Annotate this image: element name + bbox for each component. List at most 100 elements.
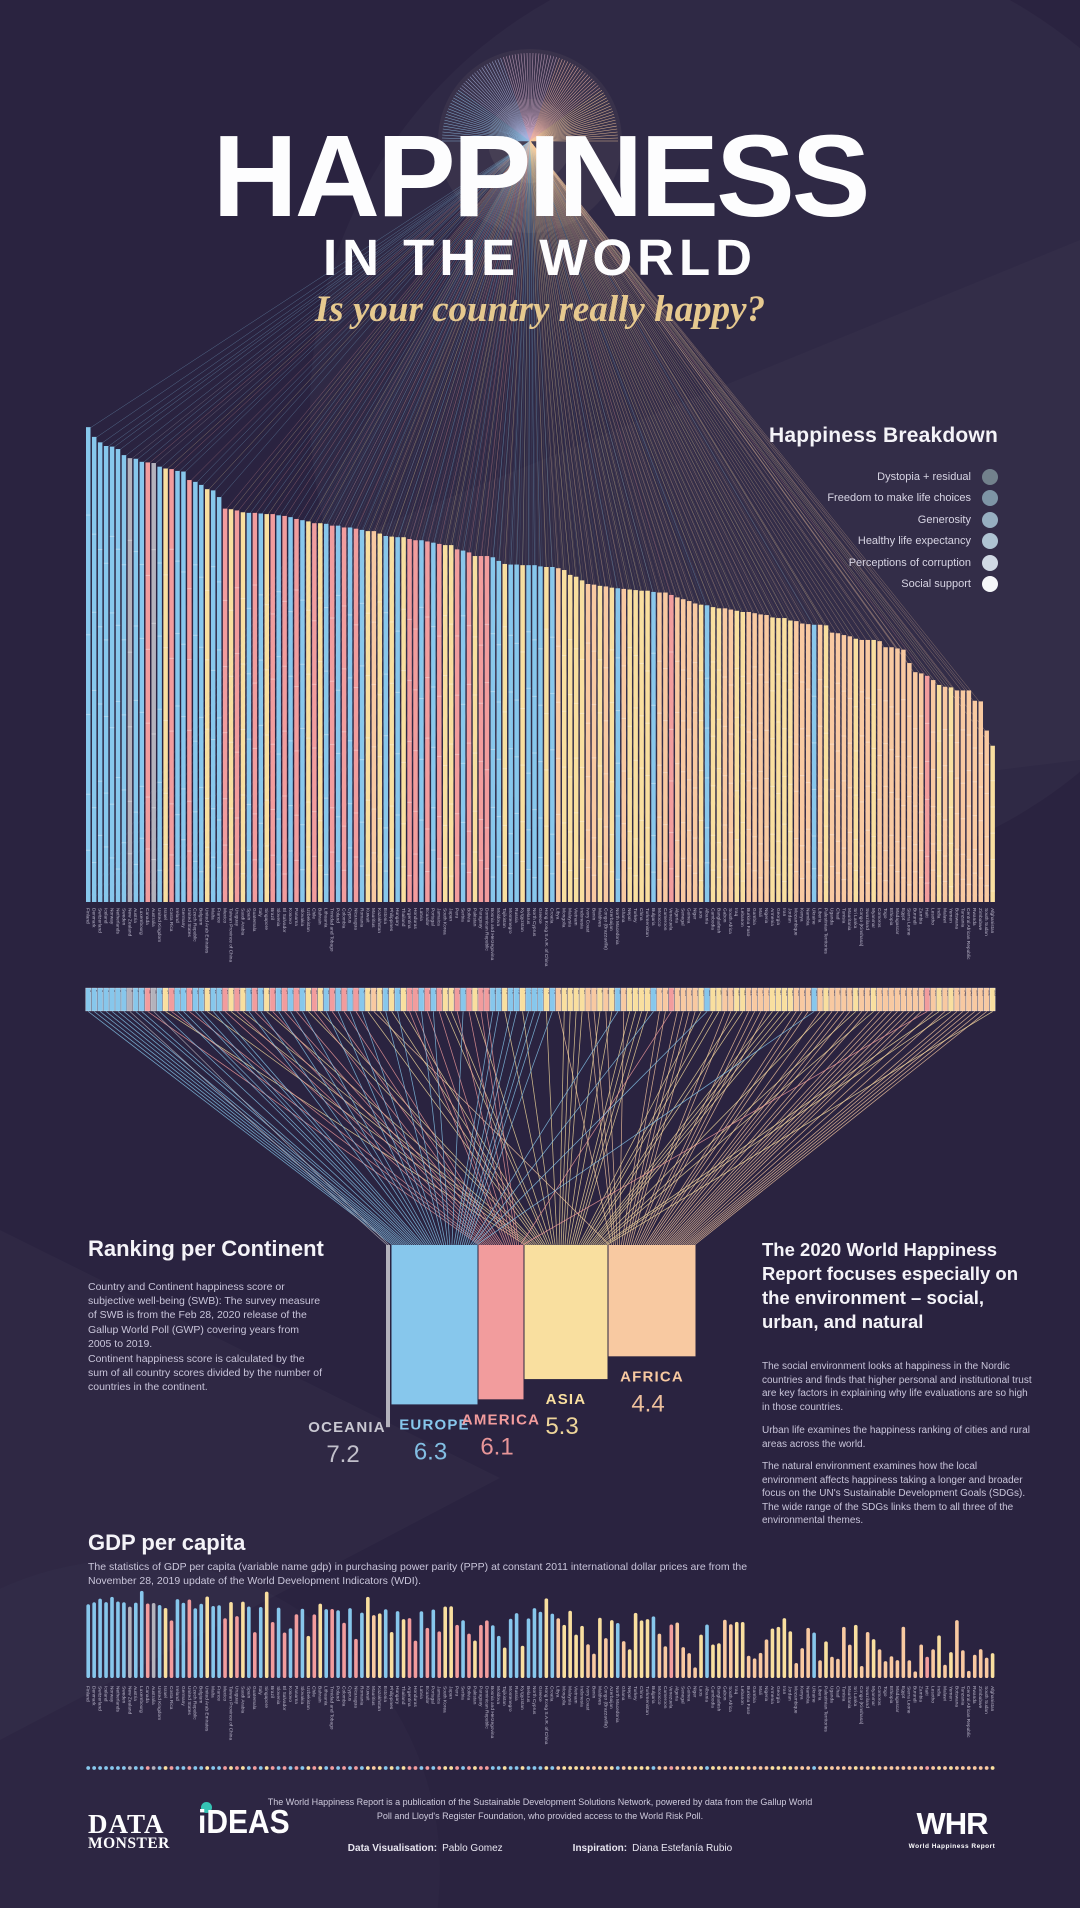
bar-segment-tick [585,776,591,778]
bar-segment-tick [728,782,734,784]
country-label: Sri Lanka [852,908,858,929]
rank-number: 92 [630,990,634,994]
bar-segment-tick [270,854,275,856]
separator-dot [330,1766,335,1770]
bar-segment-tick [960,878,966,880]
bar-segment-tick [502,824,507,827]
gdp-country-label: Bangladesh [715,1686,721,1712]
country-bar [169,469,174,902]
gdp-country-label: Poland [335,1686,341,1701]
bar-segment-tick [395,753,400,755]
country-bar [389,536,394,902]
gdp-bar [758,1652,763,1678]
bar-segment-tick [169,730,174,732]
rank-number: 12 [154,990,158,994]
rank-number: 114 [761,990,765,996]
bar-segment-tick [948,806,954,808]
bar-segment-tick [942,880,948,883]
bar-segment-tick [526,772,531,774]
bar-segment-tick [538,817,543,819]
rank-cell [686,987,692,1012]
bar-segment-tick [609,781,615,783]
bar-segment-tick [437,635,442,637]
bar-segment-tick [460,615,466,617]
bar-segment-tick [431,626,436,628]
country-bar [704,605,710,902]
gdp-country-label: Gabon [721,1686,727,1701]
bar-segment-tick [591,703,597,706]
country-label: Albania [703,908,709,924]
rank-number: 81 [565,990,569,994]
bar-segment-tick [490,876,496,878]
gdp-bar [324,1609,328,1678]
rank-cell [668,987,675,1012]
rank-number: 66 [476,990,480,994]
gdp-bar [633,1612,638,1678]
gdp-country-label: Turkmenistan [644,1686,650,1715]
gdp-bar [372,1615,376,1678]
bar-segment-tick [222,599,228,601]
country-label: United States [186,908,192,937]
bar-segment-tick [556,645,561,647]
happiness-bars [86,427,995,902]
bar-segment-tick [365,612,371,614]
country-label: Ivory Coast [584,908,590,933]
gdp-bar [937,1635,941,1678]
bar-segment-tick [686,728,692,730]
rank-cell [85,987,92,1012]
gdp-country-label: Mexico [221,1686,227,1702]
separator-dot [389,1766,394,1770]
continent-bar [608,1245,696,1357]
bar-segment-tick [91,861,97,864]
country-label: Mauritania [846,908,852,931]
rank-cell [704,987,710,1012]
country-label: Zambia [918,908,924,924]
bar-segment-tick [877,873,882,875]
gdp-country-label: Montenegro [507,1686,513,1712]
bar-segment-tick [919,811,924,813]
rank-cell [168,987,175,1012]
country-label: Philippines [388,908,394,932]
bar-segment-tick [335,752,341,755]
bar-segment-tick [341,605,347,607]
bar-segment-tick [222,665,228,668]
gdp-bar [764,1639,769,1678]
separator-dot [574,1766,578,1770]
bar-segment-tick [639,819,644,821]
country-label: Jordan [787,908,793,923]
rank-number: 9 [137,990,141,992]
country-label: Bulgaria [650,908,656,926]
rank-number: 117 [779,990,783,996]
gdp-country-label: Ukraine [811,1686,817,1703]
bar-segment-tick [472,694,478,696]
bar-segment-tick [288,805,293,807]
bar-segment-tick [306,846,311,848]
country-bar [948,687,954,902]
legend-swatch [982,554,998,571]
bar-segment-tick [960,853,966,855]
gdp-country-label: Estonia [382,1686,388,1702]
bar-segment-tick [972,815,978,817]
separator-dot [687,1766,692,1770]
gdp-country-label: Latvia [418,1686,424,1699]
country-label: Maldives [596,908,602,928]
rank-cell [888,987,895,1012]
bar-segment-tick [669,728,674,730]
legend-item-label: Perceptions of corruption [848,556,971,569]
separator-dot [288,1766,293,1770]
separator-dot [949,1766,953,1770]
bar-segment-tick [240,794,246,796]
gdp-bar [169,1620,174,1678]
country-label: Italy [257,908,263,917]
separator-dot [776,1766,781,1770]
bar-segment-tick [895,841,900,843]
bar-segment-tick [859,845,864,847]
bar-segment-tick [585,642,591,644]
bar-segment-tick [544,769,549,771]
bar-segment-tick [936,776,942,779]
bar-segment-tick [496,816,502,818]
bar-segment-tick [175,560,180,562]
gdp-country-label: North Macedonia [614,1686,620,1723]
bar-segment-tick [907,836,912,838]
